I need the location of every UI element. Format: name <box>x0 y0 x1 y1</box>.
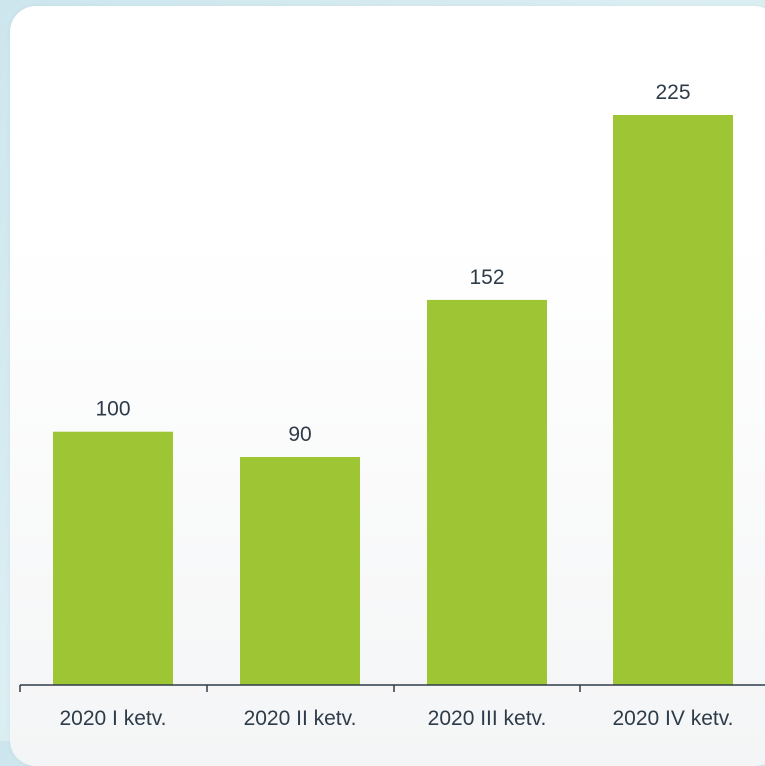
x-tick-label-4: 2020 IV ketv. <box>612 707 733 730</box>
value-label-2: 90 <box>288 423 311 446</box>
x-tick-label-3: 2020 III ketv. <box>428 707 547 730</box>
bar-1 <box>53 431 173 685</box>
value-label-3: 152 <box>469 266 504 289</box>
value-label-4: 225 <box>655 81 690 104</box>
bar-4 <box>613 115 733 685</box>
bars-group <box>53 115 733 685</box>
x-tick-labels-group: 2020 I ketv. 2020 II ketv. 2020 III ketv. 2… <box>59 707 733 730</box>
value-label-1: 100 <box>95 398 130 421</box>
x-tick-label-1: 2020 I ketv. <box>59 707 166 730</box>
bar-3 <box>427 299 547 685</box>
bar-2 <box>240 457 360 685</box>
x-tick-label-2: 2020 II ketv. <box>244 707 357 730</box>
value-labels-group: 100 90 152 225 <box>95 81 690 446</box>
x-ticks-group <box>19 685 581 692</box>
